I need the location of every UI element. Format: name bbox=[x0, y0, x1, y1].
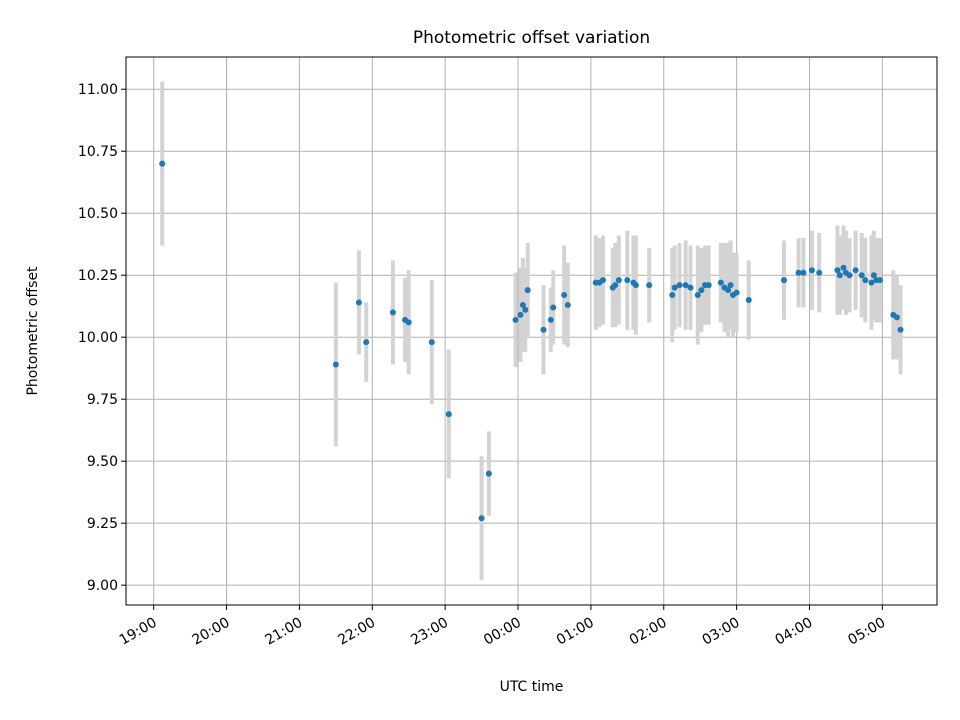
data-point bbox=[800, 269, 807, 276]
data-point bbox=[405, 319, 412, 326]
y-tick-label: 10.75 bbox=[78, 144, 118, 160]
x-tick-label: 20:00 bbox=[190, 615, 233, 649]
data-point bbox=[524, 287, 531, 294]
data-point bbox=[862, 277, 869, 284]
data-point bbox=[834, 267, 841, 274]
data-point bbox=[694, 292, 701, 299]
x-tick-label: 01:00 bbox=[554, 615, 597, 649]
grid-lines bbox=[126, 57, 937, 605]
data-point bbox=[727, 282, 734, 289]
y-tick-label: 10.00 bbox=[78, 330, 118, 346]
data-point bbox=[858, 272, 865, 279]
y-axis-label: Photometric offset bbox=[25, 266, 41, 396]
data-points bbox=[159, 160, 904, 522]
y-tick-label: 9.00 bbox=[87, 578, 118, 594]
y-tick-label: 9.50 bbox=[87, 454, 118, 470]
data-point bbox=[612, 282, 619, 289]
data-point bbox=[808, 267, 815, 274]
data-point bbox=[615, 277, 622, 284]
data-point bbox=[522, 306, 529, 313]
data-point bbox=[363, 339, 370, 346]
data-point bbox=[893, 314, 900, 321]
data-point bbox=[795, 269, 802, 276]
error-bars bbox=[160, 81, 903, 581]
data-point bbox=[159, 160, 166, 167]
data-point bbox=[687, 284, 694, 291]
data-point bbox=[705, 282, 712, 289]
data-point bbox=[646, 282, 653, 289]
x-tick-label: 21:00 bbox=[262, 615, 305, 649]
data-point bbox=[717, 279, 724, 286]
x-axis-ticks: 19:00 20:00 21:00 22:00 23:00 00:00 01:00 02:00… bbox=[117, 605, 888, 649]
data-point bbox=[780, 277, 787, 284]
y-tick-label: 10.25 bbox=[78, 268, 118, 284]
data-point bbox=[840, 264, 847, 271]
data-point bbox=[682, 282, 689, 289]
data-point bbox=[519, 301, 526, 308]
chart-title: Photometric offset variation bbox=[413, 28, 650, 48]
x-tick-label: 03:00 bbox=[700, 615, 743, 649]
data-point bbox=[816, 269, 823, 276]
data-point bbox=[852, 267, 859, 274]
x-tick-label: 00:00 bbox=[481, 615, 524, 649]
data-point bbox=[389, 309, 396, 316]
data-point bbox=[485, 470, 492, 477]
plot-frame bbox=[125, 56, 938, 606]
data-point bbox=[836, 272, 843, 279]
y-tick-label: 9.25 bbox=[87, 516, 118, 532]
data-point bbox=[733, 289, 740, 296]
x-tick-label: 22:00 bbox=[335, 615, 378, 649]
data-point bbox=[547, 316, 554, 323]
y-tick-label: 11.00 bbox=[78, 82, 118, 98]
x-tick-label: 05:00 bbox=[845, 615, 888, 649]
data-point bbox=[600, 277, 607, 284]
data-point bbox=[846, 272, 853, 279]
x-axis-label: UTC time bbox=[500, 679, 564, 695]
data-point bbox=[550, 304, 557, 311]
x-tick-label: 04:00 bbox=[773, 615, 816, 649]
x-tick-label: 02:00 bbox=[627, 615, 670, 649]
data-point bbox=[624, 277, 631, 284]
data-point bbox=[540, 326, 547, 333]
data-point bbox=[332, 361, 339, 368]
data-point bbox=[897, 326, 904, 333]
data-point bbox=[671, 284, 678, 291]
data-point bbox=[698, 287, 705, 294]
data-point bbox=[632, 282, 639, 289]
data-point bbox=[428, 339, 435, 346]
data-point bbox=[355, 299, 362, 306]
data-point bbox=[561, 292, 568, 299]
data-point bbox=[725, 287, 732, 294]
data-point bbox=[745, 297, 752, 304]
x-tick-label: 23:00 bbox=[408, 615, 451, 649]
data-point bbox=[876, 277, 883, 284]
data-point bbox=[445, 411, 452, 418]
x-tick-label: 19:00 bbox=[117, 615, 160, 649]
data-point bbox=[676, 282, 683, 289]
data-point bbox=[564, 301, 571, 308]
y-tick-label: 10.50 bbox=[78, 206, 118, 222]
data-point bbox=[478, 515, 485, 522]
data-point bbox=[870, 272, 877, 279]
data-point bbox=[669, 292, 676, 299]
data-point bbox=[512, 316, 519, 323]
data-point bbox=[868, 279, 875, 286]
y-tick-label: 9.75 bbox=[87, 392, 118, 408]
data-point bbox=[517, 311, 524, 318]
y-axis-ticks: 9.00 9.25 9.50 9.75 10.00 10.25 10.50 10.75 11.0… bbox=[78, 82, 126, 594]
